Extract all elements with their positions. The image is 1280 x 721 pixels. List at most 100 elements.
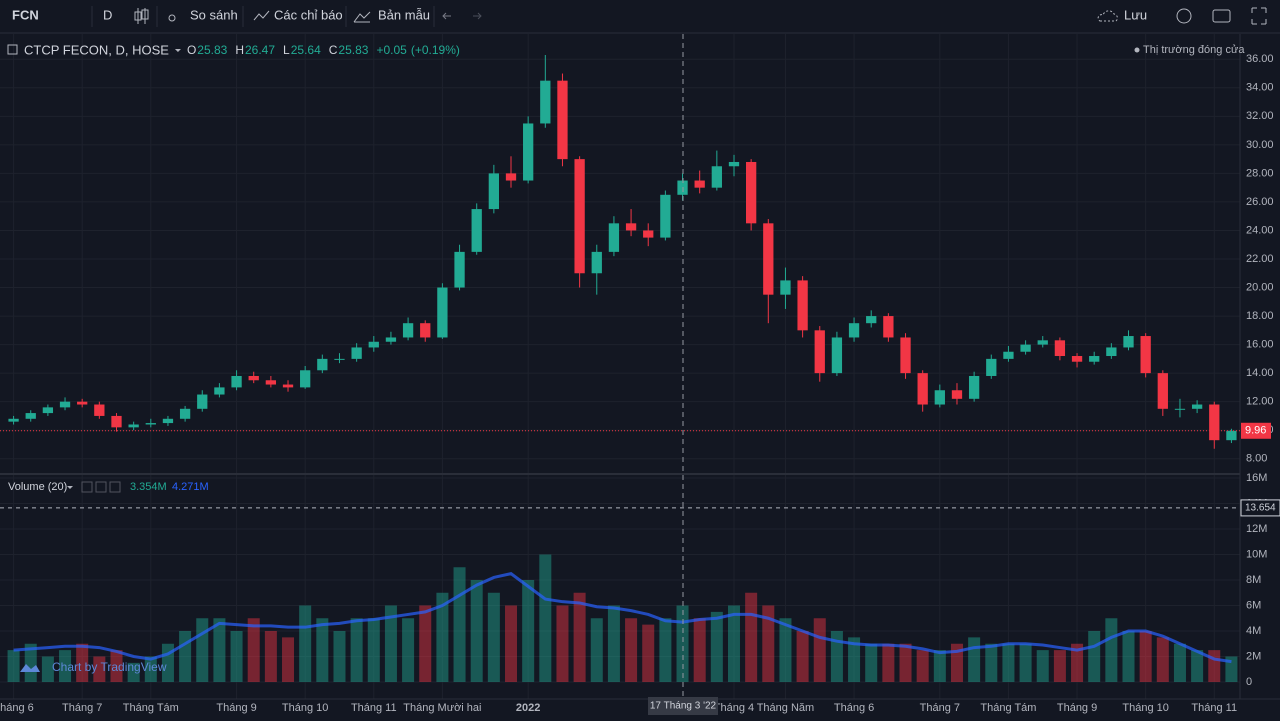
- templates-icon[interactable]: [353, 11, 371, 23]
- x-tick-label: Tháng 9: [1057, 702, 1097, 714]
- volume-bar: [264, 631, 277, 682]
- volume-bar: [436, 592, 449, 682]
- volume-bar: [848, 637, 861, 682]
- volume-bar: [727, 605, 740, 682]
- y-tick-label: 30.00: [1246, 139, 1274, 151]
- candles-icon[interactable]: [134, 8, 149, 24]
- candle-body: [471, 209, 482, 252]
- volume-title[interactable]: Volume (20): [8, 481, 67, 493]
- volume-bar: [110, 650, 123, 682]
- y-tick-label: 2M: [1246, 650, 1261, 662]
- y-tick-label: 32.00: [1246, 110, 1274, 122]
- candle-body: [1020, 344, 1031, 352]
- y-tick-label: 24.00: [1246, 224, 1274, 236]
- candle-body: [197, 394, 208, 409]
- volume-bar: [1019, 643, 1032, 682]
- candle-body: [25, 413, 36, 419]
- undo[interactable]: [442, 12, 451, 20]
- interval[interactable]: D: [103, 7, 112, 22]
- volume-bar: [607, 605, 620, 682]
- volume-bar: [350, 618, 363, 682]
- x-tick-label: Tháng 10: [1122, 702, 1168, 714]
- volume-dropdown: [67, 486, 73, 489]
- volume-bar: [24, 643, 37, 682]
- btn[interactable]: [95, 481, 107, 493]
- candle-body: [1071, 356, 1083, 362]
- y-tick-label: 8M: [1246, 574, 1261, 586]
- candle-body: [351, 347, 362, 359]
- fullscreen[interactable]: [1251, 7, 1267, 25]
- y-tick-label: 28.00: [1246, 167, 1274, 179]
- x-tick-label: Tháng 11: [351, 702, 397, 714]
- candle-body: [265, 380, 277, 385]
- volume-bar: [985, 643, 998, 682]
- compare[interactable]: So sánh: [190, 7, 238, 22]
- volume-bar: [230, 631, 243, 682]
- candle-body: [505, 173, 517, 181]
- change: +0.05: [376, 43, 407, 57]
- chart-title[interactable]: CTCP FECON, D, HOSE: [24, 42, 169, 57]
- volume-bar: [590, 618, 603, 682]
- screenshot[interactable]: [1212, 9, 1231, 23]
- x-tick-label: Tháng Năm: [757, 702, 814, 714]
- volume-bar: [247, 618, 260, 682]
- indicators-icon[interactable]: [253, 10, 270, 21]
- volume-ma: [13, 572, 1232, 664]
- candle-body: [934, 390, 945, 405]
- volume-bar: [453, 567, 466, 682]
- volume-bar: [1071, 643, 1084, 682]
- candle-body: [1089, 356, 1100, 362]
- volume-bar: [1139, 631, 1152, 682]
- y-tick-label: 18.00: [1246, 310, 1274, 322]
- volume-bar: [470, 580, 483, 682]
- candle-body: [214, 387, 225, 395]
- candle-body: [1140, 336, 1151, 374]
- candle-body: [574, 159, 585, 274]
- volume-buttons: [81, 481, 121, 493]
- market-status: Thị trường đóng cửa: [1143, 44, 1245, 56]
- y-tick-label: 22.00: [1246, 253, 1274, 265]
- volume-bar: [1208, 650, 1221, 682]
- candle-body: [917, 373, 928, 405]
- volume-bar: [196, 618, 209, 682]
- volume-bar: [865, 643, 878, 682]
- candle-body: [402, 323, 414, 338]
- btn[interactable]: [81, 481, 93, 493]
- indicators[interactable]: Các chỉ báo: [274, 7, 343, 22]
- status-dot: [1134, 47, 1140, 53]
- ohlc-value: 25.83: [338, 43, 368, 57]
- candle-body: [231, 375, 242, 388]
- candle-body: [454, 251, 465, 288]
- volume-bar: [299, 605, 312, 682]
- collapse[interactable]: [7, 44, 18, 55]
- volume-bar: [693, 618, 706, 682]
- candle-body: [1054, 340, 1066, 357]
- volume-bar: [402, 618, 415, 682]
- compare-icon[interactable]: [168, 14, 176, 22]
- y-tick-label: 26.00: [1246, 196, 1274, 208]
- volume-bar: [59, 650, 72, 682]
- watermark: Chart by TradingView: [52, 660, 167, 674]
- save[interactable]: Lưu: [1124, 7, 1147, 22]
- y-tick-label: 8.00: [1246, 453, 1267, 465]
- volume-bar: [1173, 643, 1186, 682]
- y-tick-label: 4M: [1246, 625, 1261, 637]
- redo[interactable]: [473, 12, 482, 20]
- volume-bar: [419, 605, 432, 682]
- candle-body: [128, 424, 139, 428]
- btn[interactable]: [109, 481, 121, 493]
- candle-body: [162, 418, 174, 424]
- settings[interactable]: [1176, 8, 1192, 24]
- symbol[interactable]: FCN: [12, 7, 39, 22]
- volume-bar: [882, 643, 895, 682]
- ohlc-legend: O 25.83 H 26.47 L 25.64 C 25.83 +0.05 (+0.19%): [174, 43, 460, 57]
- volume-bar: [745, 592, 758, 682]
- crosshair-box: [648, 697, 718, 715]
- candle-body: [1191, 404, 1203, 409]
- volume-bar: [796, 631, 809, 682]
- ohlc-label: O: [187, 43, 196, 57]
- candle-body: [763, 223, 774, 295]
- templates[interactable]: Bản mẫu: [378, 7, 430, 22]
- ohlc-value: 25.83: [197, 43, 227, 57]
- candle-body: [1209, 404, 1220, 441]
